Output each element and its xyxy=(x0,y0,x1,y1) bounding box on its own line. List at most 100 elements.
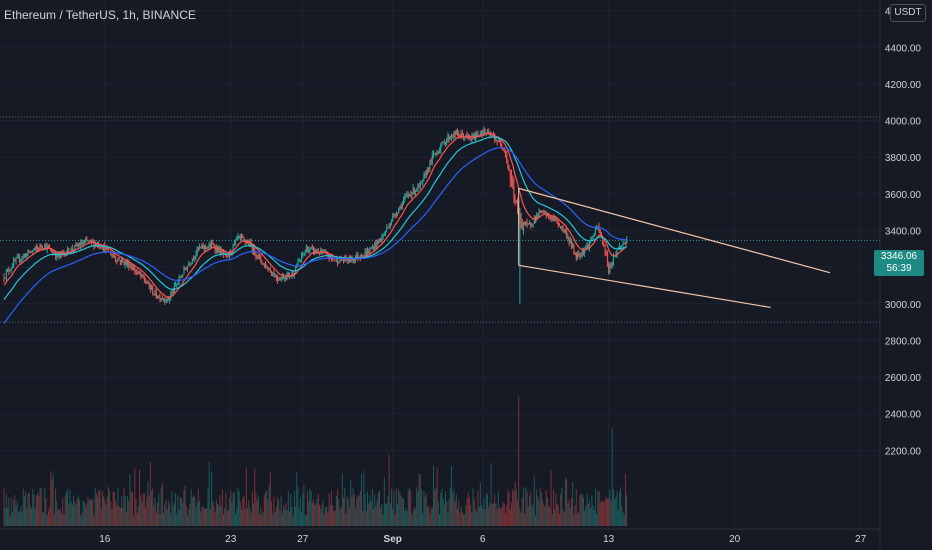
volume-bar xyxy=(580,493,582,526)
volume-bar xyxy=(304,515,306,526)
candle-body xyxy=(122,259,124,262)
volume-bar xyxy=(34,507,36,526)
currency-button[interactable]: USDT xyxy=(890,4,926,22)
volume-bar xyxy=(11,512,13,526)
bar-countdown: 56:39 xyxy=(886,263,912,274)
candle-body xyxy=(172,291,174,293)
volume-bar xyxy=(107,487,109,526)
candle-body xyxy=(504,149,506,155)
volume-bar xyxy=(257,496,259,526)
volume-bar xyxy=(332,505,334,526)
volume-bar xyxy=(624,473,626,526)
volume-bar xyxy=(425,493,427,526)
candle-body xyxy=(118,259,120,261)
candle-body xyxy=(88,240,90,242)
volume-bar xyxy=(82,500,84,526)
trendlines xyxy=(518,187,831,309)
volume-bar xyxy=(379,490,381,526)
volume-bar xyxy=(338,499,340,526)
candle-body xyxy=(622,243,624,246)
volume-bar xyxy=(456,508,458,526)
volume-bar xyxy=(111,509,113,526)
volume-bar xyxy=(3,488,5,526)
volume-bar xyxy=(502,502,504,526)
volume-bar xyxy=(10,497,12,526)
volume-bar xyxy=(570,497,572,526)
volume-bar xyxy=(572,481,574,526)
volume-bar xyxy=(520,512,522,526)
volume-bar xyxy=(179,497,181,526)
volume-bar xyxy=(480,504,482,526)
volume-bar xyxy=(171,491,173,526)
symbol-title[interactable]: Ethereum / TetherUS, 1h, BINANCE xyxy=(4,8,196,22)
candle-body xyxy=(115,257,117,260)
candle-body xyxy=(220,250,222,255)
volume-bar xyxy=(417,491,419,526)
candle-body xyxy=(460,132,462,137)
candle-body xyxy=(134,267,136,272)
candle-body xyxy=(211,243,213,247)
candle-body xyxy=(626,237,628,244)
candle-body xyxy=(444,142,446,146)
price-tick-label: 4000.00 xyxy=(885,117,922,128)
candle-body xyxy=(584,249,586,254)
candle-body xyxy=(74,244,76,250)
candle-body xyxy=(482,133,484,135)
candle-body xyxy=(272,273,274,275)
candle-body xyxy=(86,239,88,241)
volume-bar xyxy=(509,509,511,526)
candle-body xyxy=(248,241,250,246)
volume-bar xyxy=(471,512,473,526)
volume-bar xyxy=(181,498,183,526)
candle-body xyxy=(166,297,168,302)
candle-body xyxy=(262,263,264,265)
volume-bar xyxy=(128,501,130,526)
candle-body xyxy=(343,259,345,261)
volume-bar xyxy=(67,488,69,526)
candle-body xyxy=(255,253,257,257)
candle-body xyxy=(26,253,28,258)
volume-bar xyxy=(146,497,148,526)
volume-bar xyxy=(267,499,269,526)
volume-bar xyxy=(25,491,27,526)
volume-bar xyxy=(361,473,363,526)
candle-body xyxy=(399,205,401,209)
candle-body xyxy=(593,233,595,237)
volume-bar xyxy=(73,495,75,526)
volume-bar xyxy=(31,508,33,526)
volume-bar xyxy=(600,500,602,526)
candle-body xyxy=(110,251,112,256)
volume-bar xyxy=(424,496,426,526)
candle-body xyxy=(621,245,623,247)
candle-body xyxy=(365,251,367,256)
candle-body xyxy=(82,243,84,245)
volume-bar xyxy=(301,512,303,526)
candle-body xyxy=(179,277,181,279)
candle-body xyxy=(585,248,587,250)
volume-bar xyxy=(182,503,184,526)
candle-body xyxy=(277,277,279,281)
candle-body xyxy=(623,242,625,244)
volume-bar xyxy=(506,506,508,526)
volume-bar xyxy=(346,496,348,526)
volume-bar xyxy=(233,492,235,526)
volume-bar xyxy=(483,497,485,526)
volume-bar xyxy=(411,514,413,526)
volume-bar xyxy=(260,506,262,526)
volume-bar xyxy=(272,513,274,526)
candle-body xyxy=(382,235,384,238)
volume-bar xyxy=(357,495,359,526)
candle-body xyxy=(140,273,142,277)
candle-body xyxy=(556,218,558,224)
candle-body xyxy=(111,255,113,257)
volume-bar xyxy=(550,470,552,526)
candle-body xyxy=(299,259,301,262)
volume-bar xyxy=(95,492,97,526)
candle-body xyxy=(542,210,544,212)
candle-body xyxy=(503,149,505,151)
volume-bar xyxy=(77,495,79,526)
candle-body xyxy=(104,245,106,252)
volume-bar xyxy=(468,497,470,526)
volume-bar xyxy=(518,396,520,526)
